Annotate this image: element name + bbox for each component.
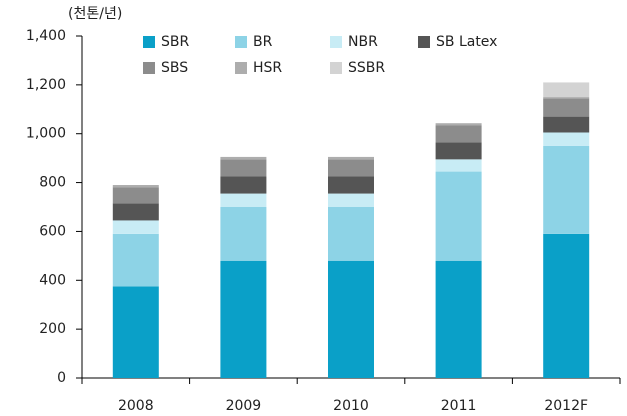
bar-segment [435, 171, 482, 261]
bar-segment [543, 233, 590, 378]
bar-segment [220, 207, 267, 261]
x-tick-label: 2012F [544, 398, 588, 414]
bar-segment [220, 159, 267, 177]
legend-label: NBR [348, 34, 378, 50]
legend-swatch [143, 36, 155, 48]
x-tick-label: 2010 [333, 398, 369, 414]
y-unit-label: (천톤/년) [68, 6, 122, 22]
bar-segment [435, 123, 482, 126]
legend-swatch [330, 62, 342, 74]
bar-segment [112, 286, 159, 378]
bar-segment [220, 176, 267, 194]
bar-segment [435, 159, 482, 172]
bar-segment [220, 193, 267, 207]
legend-swatch [235, 62, 247, 74]
bar-segment [435, 260, 482, 378]
x-tick-label: 2011 [441, 398, 477, 414]
x-tick-label: 2009 [226, 398, 262, 414]
bar-segment [328, 193, 374, 207]
bar-segment [112, 203, 159, 221]
bar-segment [435, 142, 482, 160]
bar-segment [543, 97, 590, 99]
bar-segment [543, 116, 590, 133]
legend-swatch [330, 36, 342, 48]
y-tick-label: 0 [57, 370, 66, 386]
legend-label: SSBR [348, 60, 385, 76]
bar-segment [112, 187, 159, 204]
bar-segment [543, 145, 590, 234]
bar-segment [328, 176, 374, 194]
bar-segment [328, 156, 374, 160]
bar-segment [220, 156, 267, 160]
bar-segment [220, 260, 267, 378]
bar-segment [435, 125, 482, 143]
y-tick-label: 200 [39, 321, 66, 337]
legend-label: SBR [161, 34, 189, 50]
legend-label: SBS [161, 60, 188, 76]
legend-label: SB Latex [436, 34, 497, 50]
bar-segment [112, 220, 159, 234]
y-tick-label: 1,400 [26, 28, 66, 44]
bar-segment [112, 233, 159, 287]
legend-swatch [418, 36, 430, 48]
y-tick-label: 400 [39, 272, 66, 288]
bar-segment [112, 185, 159, 188]
legend-swatch [235, 36, 247, 48]
bar-segment [328, 260, 374, 378]
legend-swatch [143, 62, 155, 74]
bar-segment [543, 98, 590, 117]
bar-segment [543, 82, 590, 98]
y-tick-label: 800 [39, 175, 66, 191]
legend-label: BR [253, 34, 273, 50]
y-tick-label: 1,000 [26, 126, 66, 142]
y-tick-label: 600 [39, 223, 66, 239]
bar-segment [543, 132, 590, 146]
x-tick-label: 2008 [118, 398, 154, 414]
bar-segment [328, 207, 374, 261]
bar-segment [328, 159, 374, 177]
y-tick-label: 1,200 [26, 77, 66, 93]
legend-label: HSR [253, 60, 282, 76]
